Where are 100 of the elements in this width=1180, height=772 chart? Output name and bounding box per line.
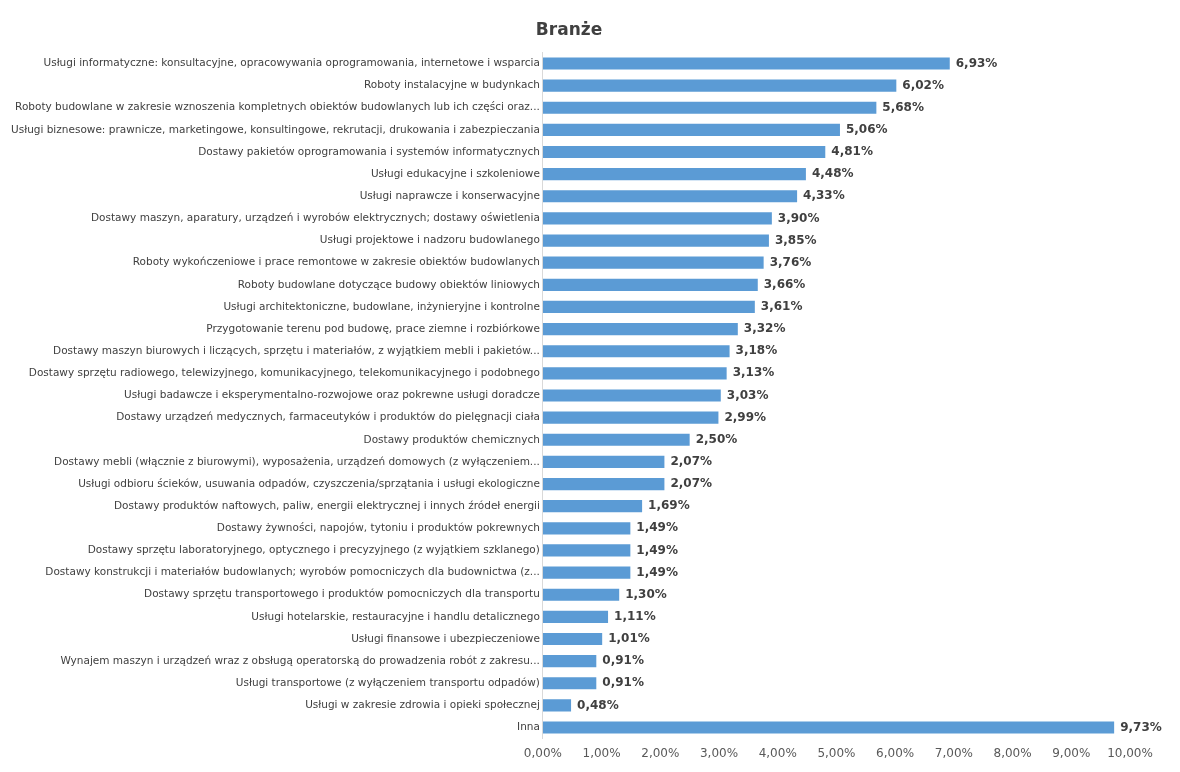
data-label: 3,85% [774,232,817,247]
bar [542,500,643,513]
data-label: 1,11% [614,608,656,623]
y-tick-label: Dostawy sprzętu radiowego, telewizyjnego, komunikacyjnego, telekomunikacyjnego i podobnego [28,366,540,379]
bar [542,588,620,601]
bar [542,699,572,712]
data-label: 0,91% [602,653,644,668]
y-tick-label: Usługi naprawcze i konserwacyjne [359,189,540,202]
y-tick-label: Roboty budowlane w zakresie wznoszenia kompletnych obiektów budowlanych lub ich części oraz... [15,100,540,113]
bar [542,477,665,491]
y-tick-label: Inna [517,720,540,733]
data-label: 1,49% [636,564,678,579]
y-tick-label: Usługi informatyczne: konsultacyjne, opracowywania oprogramowania, internetowe i wsparcia [43,56,540,69]
bar [542,323,738,336]
x-tick-label: 7,00% [934,745,973,760]
bar [542,522,631,535]
data-label: 2,07% [670,454,713,469]
bar [542,367,727,380]
data-label: 5,06% [845,122,888,136]
bar [542,411,719,424]
chart-title: Branże [535,18,603,39]
data-label: 6,02% [902,77,944,92]
data-label: 3,90% [777,210,820,225]
x-tick-label: 4,00% [758,745,797,760]
y-tick-label: Usługi edukacyjne i szkoleniowe [370,166,540,179]
y-tick-label: Dostawy produktów naftowych, paliw, energii elektrycznej i innych źródeł energii [114,498,540,511]
y-tick-label: Dostawy sprzętu laboratoryjnego, optycznego i precyzyjnego (z wyjątkiem szklanego) [87,543,540,556]
data-label: 1,49% [636,542,678,557]
x-tick-label: 5,00% [817,745,856,760]
y-tick-label: Dostawy produktów chemicznych [363,432,540,445]
data-label: 1,30% [625,586,667,601]
data-label: 4,48% [811,166,854,181]
bar [542,345,730,358]
data-label: 2,50% [695,431,738,446]
x-tick-label: 10,00% [1107,745,1153,760]
y-tick-label: Usługi architektoniczne, budowlane, inżynieryjne i kontrolne [223,299,540,312]
bar [542,655,597,668]
bar [542,234,769,247]
y-tick-label: Dostawy żywności, napojów, tytoniu i produktów pokrewnych [216,521,540,534]
bar [542,389,721,402]
bar [542,632,603,646]
y-tick-label: Dostawy mebli (włącznie z biurowymi), wyposażenia, urządzeń domowych (z wyłączeniem... [54,454,540,467]
x-tick-label: 8,00% [993,745,1032,760]
y-tick-label: Przygotowanie terenu pod budowę, prace ziemne i rozbiórkowe [206,321,540,334]
y-tick-label: Usługi badawcze i eksperymentalno-rozwojowe oraz pokrewne usługi doradcze [124,388,540,401]
x-tick-label: 3,00% [699,745,739,760]
bar [542,300,755,314]
x-tick-label: 6,00% [876,745,915,760]
data-label: 3,32% [743,321,786,336]
data-label: 0,48% [577,697,619,712]
bar [542,212,772,225]
x-tick-label: 9,00% [1052,745,1091,760]
data-label: 3,18% [735,343,778,358]
data-label: 0,91% [602,675,644,690]
data-label: 1,69% [648,498,690,513]
y-tick-label: Usługi projektowe i nadzoru budowlanego [319,233,540,246]
bar [542,566,631,579]
y-tick-label: Usługi w zakresie zdrowia i opieki społecznej [305,698,540,711]
y-tick-label: Roboty instalacyjne w budynkach [364,78,540,91]
bar [542,721,1115,734]
bar [542,57,950,70]
x-tick-label: 1,00% [582,745,621,760]
bar [542,79,897,92]
data-label: 1,01% [608,631,650,646]
y-tick-label: Dostawy sprzętu transportowego i produktów pomocniczych dla transportu [144,587,540,600]
bar [542,278,758,291]
y-tick-label: Usługi finansowe i ubezpieczeniowe [351,631,540,644]
y-tick-label: Dostawy pakietów oprogramowania i systemów informatycznych [198,144,540,157]
x-tick-label: 2,00% [641,745,680,760]
data-label: 4,33% [803,188,845,203]
y-tick-label: Roboty budowlane dotyczące budowy obiektów liniowych [237,277,540,290]
bar [542,256,764,269]
y-tick-label: Dostawy maszyn biurowych i liczących, sprzętu i materiałów, z wyjątkiem mebli i pakietów... [53,343,540,356]
data-label: 2,07% [670,476,713,491]
y-tick-label: Dostawy urządzeń medycznych, farmaceutyków i produktów do pielęgnacji ciała [116,410,540,423]
y-tick-label: Usługi transportowe (z wyłączeniem transportu odpadów) [235,676,540,688]
bar [542,190,798,203]
data-label: 2,99% [724,409,767,424]
y-tick-label: Usługi odbioru ścieków, usuwania odpadów, czyszczenia/sprzątania i usługi ekologiczne [78,476,540,489]
bar [542,544,631,557]
data-label: 3,66% [763,276,806,291]
bar [542,123,840,136]
data-label: 1,49% [636,520,678,535]
bar [542,677,597,690]
y-tick-label: Usługi hotelarskie, restauracyjne i handlu detalicznego [251,609,540,622]
y-tick-label: Roboty wykończeniowe i prace remontowe w zakresie obiektów budowlanych [132,255,540,268]
data-label: 5,68% [882,99,925,114]
y-tick-label: Wynajem maszyn i urządzeń wraz z obsługą operatorską do prowadzenia robót z zakresu... [60,653,540,666]
data-label: 3,61% [760,299,803,314]
x-tick-label: 0,00% [523,745,562,760]
y-tick-label: Dostawy konstrukcji i materiałów budowlanych; wyrobów pomocniczych dla budownictwa (z... [45,565,540,578]
bar [542,145,826,159]
data-label: 3,13% [732,365,775,380]
bar [542,610,609,623]
data-label: 4,81% [831,144,873,159]
y-tick-label: Usługi biznesowe: prawnicze, marketingowe, konsultingowe, rekrutacji, drukowania i zabezpieczania [10,122,540,135]
data-label: 9,73% [1120,719,1162,734]
y-tick-label: Dostawy maszyn, aparatury, urządzeń i wyrobów elektrycznych; dostawy oświetlenia [90,211,540,224]
bar [542,455,665,468]
data-label: 3,03% [726,387,769,402]
